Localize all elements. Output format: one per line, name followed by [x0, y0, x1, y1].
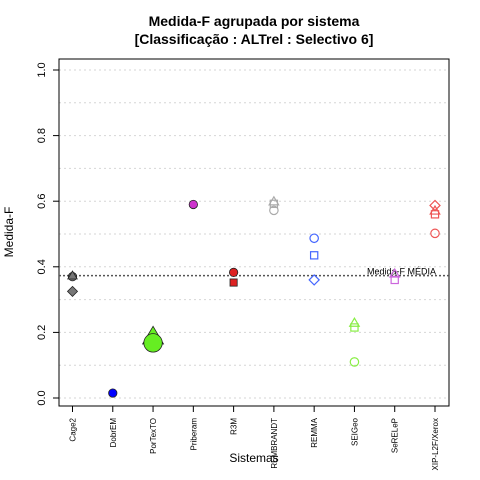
- data-point: [430, 228, 440, 239]
- mean-label: Medida-F MÉDIA: [367, 267, 436, 277]
- y-tick-label: 0.2: [36, 325, 48, 340]
- x-axis-title: Sistemas: [229, 451, 278, 465]
- x-tick-label: DobrEM: [109, 418, 118, 448]
- x-tick-label: SEIGeo: [350, 417, 359, 446]
- chart-subtitle: [Classificação : ALTrel : Selectivo 6]: [135, 31, 374, 47]
- x-tick-label: Cage2: [69, 417, 78, 441]
- data-point: [67, 270, 78, 280]
- plot-frame: [58, 58, 450, 407]
- x-tick-label: XIP-L2F/Xerox: [431, 418, 440, 470]
- y-tick-label: 1.0: [36, 62, 48, 77]
- data-point: [390, 275, 399, 285]
- y-axis: 0.0 0.2 0.4 0.6 0.8 1.0: [36, 62, 59, 406]
- grid: [59, 69, 449, 399]
- x-tick-label: REMBRANDT: [270, 418, 279, 469]
- data-point: [108, 388, 118, 398]
- data-point: [388, 267, 401, 278]
- data-point: [66, 285, 79, 297]
- x-tick-label: PorTexTO: [149, 418, 158, 454]
- data-point: [188, 199, 198, 210]
- x-tick-label: SeRELeP: [391, 418, 400, 453]
- x-tick-label: Priberam: [189, 418, 198, 451]
- data-point: [350, 323, 359, 332]
- data-point: [429, 204, 441, 215]
- data-point: [229, 267, 239, 277]
- chart-title: Medida-F agrupada por sistema: [149, 13, 360, 29]
- x-axis: Cage2 DobrEM PorTexTO Priberam R3M REMBRANDT R…: [69, 406, 440, 470]
- y-tick-label: 0.0: [36, 390, 48, 405]
- data-point: [143, 333, 163, 353]
- data-point: [268, 195, 280, 206]
- data-point: [269, 205, 279, 216]
- y-tick-label: 0.8: [36, 128, 48, 143]
- x-tick-label: REMMA: [310, 417, 319, 447]
- data-point: [309, 251, 319, 260]
- data-point: [269, 199, 279, 209]
- data-point: [349, 357, 360, 367]
- data-point: [348, 317, 361, 327]
- data-point: [309, 233, 319, 244]
- data-point: [229, 278, 238, 287]
- y-tick-label: 0.6: [36, 194, 48, 209]
- data-point: [308, 274, 321, 286]
- marks: [66, 195, 441, 398]
- x-tick-label: R3M: [230, 418, 239, 435]
- y-axis-title: Medida-F: [2, 207, 16, 258]
- y-tick-label: 0.4: [36, 259, 48, 274]
- data-point: [430, 210, 440, 219]
